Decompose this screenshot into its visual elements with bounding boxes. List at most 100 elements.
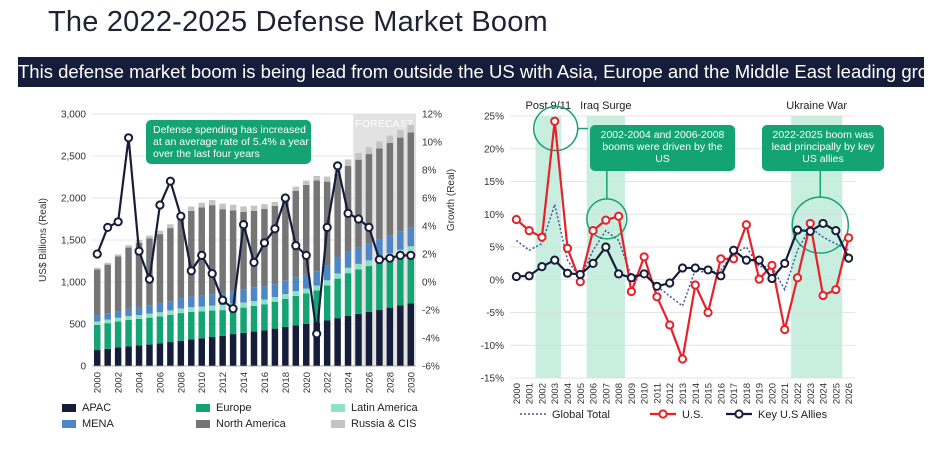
x-tick-label: 2005 [576, 383, 587, 404]
bar-segment [323, 285, 331, 321]
series-marker [818, 290, 828, 301]
growth-marker [165, 176, 175, 186]
series-marker [844, 233, 854, 243]
bar-segment [271, 301, 279, 329]
y-tick-label: -15% [481, 374, 504, 385]
bar-segment [229, 291, 237, 304]
y-tick-label-right: -2% [422, 306, 440, 317]
annotation-text: booms were driven by the [602, 141, 722, 153]
left-stacked-bar-chart: FORECAST 0 500 1,000 1,500 2,000 2,500 3,000 -6%… [38, 110, 457, 431]
annotation-text: US allies [802, 153, 843, 165]
bar-segment [104, 262, 111, 265]
bar-segment [250, 301, 258, 306]
series-marker [665, 320, 675, 330]
forecast-label: FORECAST [355, 119, 413, 130]
highlight-label: Post 9/11 [525, 100, 571, 112]
bar-segment [261, 286, 268, 300]
legend-swatch [331, 420, 345, 428]
series-marker [677, 263, 688, 273]
y-tick-label-right: 0% [422, 278, 437, 289]
bar-segment [208, 200, 216, 206]
bar-segment [198, 295, 205, 307]
bar-segment [397, 130, 404, 138]
highlight-label: Ukraine War [786, 100, 847, 112]
bar-segment [156, 303, 164, 313]
x-tick-label: 2010 [197, 372, 208, 393]
bar-segment [303, 288, 310, 294]
series-marker [524, 271, 534, 281]
bar-segment [303, 184, 310, 275]
bar-segment [250, 210, 258, 288]
bar-segment [376, 309, 383, 366]
x-tick-label: 2025 [831, 383, 842, 404]
series-marker [716, 271, 726, 281]
bar-segment [219, 209, 226, 294]
bar-segment [125, 319, 132, 347]
bar-segment [355, 263, 362, 270]
bar-segment [355, 247, 362, 264]
bar-segment [135, 315, 143, 319]
x-tick-label: 2016 [716, 383, 727, 404]
bar-segment [93, 315, 101, 322]
legend-swatch [331, 404, 345, 412]
bar-segment [397, 255, 404, 306]
y-tick-label: 15% [484, 177, 504, 188]
bar-segment [323, 280, 331, 286]
annotation-text: lead principally by key [772, 141, 875, 153]
x-tick-label: 2000 [93, 372, 104, 393]
growth-marker [312, 329, 322, 339]
y-tick-label-right: 6% [422, 194, 437, 205]
bar-segment [323, 176, 331, 182]
series-marker [792, 273, 803, 283]
series-marker [626, 286, 636, 297]
bar-segment [156, 316, 164, 344]
bar-segment [292, 291, 300, 296]
series-marker [588, 226, 598, 236]
x-tick-label: 2001 [525, 383, 536, 404]
x-tick-label: 2002 [114, 372, 125, 393]
x-tick-label: 2014 [239, 372, 250, 393]
y-tick-label: 10% [484, 210, 504, 221]
bar-segment [198, 306, 205, 312]
bar-segment [313, 175, 320, 181]
bar-segment [407, 227, 415, 247]
x-tick-label: 2008 [614, 383, 625, 404]
bar-segment [313, 285, 320, 291]
bar-segment [198, 338, 205, 366]
series-marker [703, 307, 713, 318]
series-marker [614, 269, 624, 279]
series-marker [780, 324, 790, 335]
subtitle-banner: This defense market boom is being lead f… [18, 57, 940, 87]
series-marker [626, 273, 636, 283]
x-tick-label: 2011 [652, 383, 663, 403]
bar-segment [177, 308, 185, 314]
bar-segment [303, 180, 310, 185]
x-tick-label: 2012 [665, 383, 676, 404]
series-marker [677, 354, 688, 364]
bar-segment [114, 254, 122, 257]
bar-segment [365, 147, 373, 155]
y-tick-label-left: 1,500 [61, 236, 86, 247]
bar-segment [323, 320, 331, 366]
bar-segment [271, 328, 279, 366]
x-tick-label: 2026 [364, 372, 375, 393]
growth-marker [301, 250, 311, 260]
growth-marker [280, 193, 290, 203]
series-marker [588, 258, 598, 268]
growth-marker [123, 133, 134, 143]
series-marker [716, 254, 726, 264]
bar-segment [313, 290, 320, 323]
bar-segment [177, 313, 185, 341]
series-marker [690, 280, 700, 290]
bar-segment [365, 311, 373, 366]
bar-segment [146, 317, 153, 345]
series-marker [639, 269, 649, 279]
x-tick-label: 2024 [344, 372, 355, 393]
growth-marker [333, 161, 343, 171]
series-marker [639, 252, 649, 262]
bar-segment [188, 296, 195, 308]
bar-segment [303, 324, 310, 366]
bar-segment [292, 186, 300, 191]
growth-marker [291, 241, 301, 251]
series-marker [601, 215, 611, 225]
